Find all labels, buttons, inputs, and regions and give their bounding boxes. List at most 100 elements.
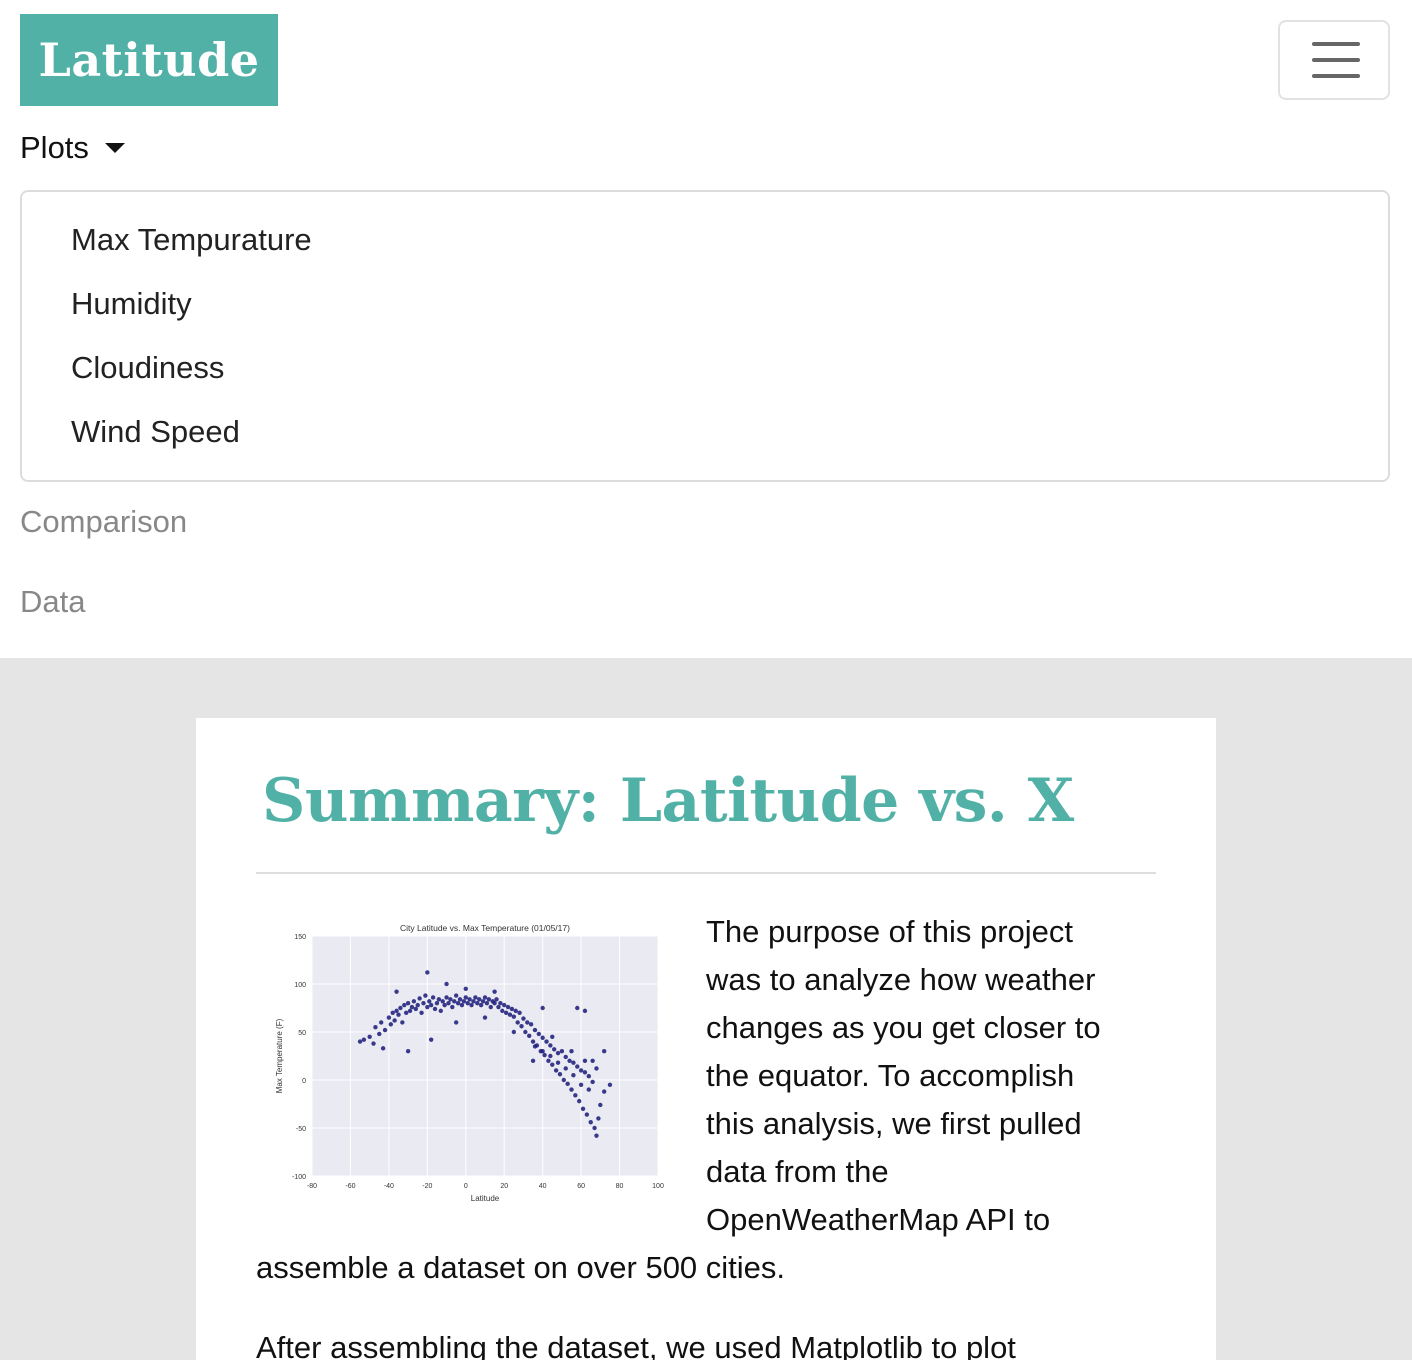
plots-dropdown-label: Plots	[20, 130, 89, 165]
data-point	[607, 1082, 613, 1087]
data-point	[565, 1081, 570, 1087]
y-tick-label: 150	[294, 934, 306, 941]
data-point	[586, 1087, 591, 1092]
data-point	[425, 970, 430, 975]
data-point	[550, 1034, 555, 1039]
data-point	[482, 995, 488, 1000]
data-point	[388, 1022, 394, 1027]
data-point	[513, 1008, 518, 1014]
data-point	[509, 1006, 515, 1012]
data-point	[555, 1060, 561, 1065]
data-point	[453, 993, 459, 998]
data-point	[517, 1010, 522, 1015]
data-point	[390, 1010, 395, 1015]
data-point	[492, 1001, 497, 1006]
hamburger-icon-bar	[1312, 74, 1360, 78]
data-point	[444, 995, 449, 1000]
data-point	[525, 1020, 530, 1025]
title-divider	[256, 872, 1156, 874]
x-tick-label: -20	[422, 1183, 432, 1190]
data-point	[573, 1093, 578, 1098]
summary-card: Summary: Latitude vs. X -80 -60 -40 -20 0 20 4…	[196, 718, 1216, 1360]
data-point	[402, 1002, 407, 1008]
data-point	[382, 1027, 388, 1033]
data-point	[528, 1022, 534, 1027]
data-point	[542, 1052, 547, 1058]
data-point	[463, 986, 468, 991]
data-point	[444, 981, 449, 987]
data-point	[594, 1066, 599, 1071]
data-point	[405, 1049, 411, 1054]
data-point	[398, 1005, 403, 1011]
data-point	[438, 1008, 443, 1014]
data-point	[488, 1004, 493, 1010]
x-tick-label: 100	[652, 1183, 664, 1190]
data-point	[478, 1002, 484, 1008]
data-point	[471, 999, 476, 1004]
dropdown-item-max-temperature[interactable]: Max Tempurature	[71, 222, 312, 257]
data-point	[502, 1002, 507, 1008]
data-point	[400, 1020, 405, 1025]
intro-line: changes as you get closer to	[706, 1010, 1101, 1045]
hamburger-icon	[1312, 42, 1360, 46]
data-point	[357, 1039, 363, 1044]
data-point	[407, 1008, 413, 1014]
dropdown-item-wind-speed[interactable]: Wind Speed	[71, 414, 240, 449]
data-point	[386, 1015, 392, 1020]
data-point	[425, 1004, 430, 1010]
dropdown-item-cloudiness[interactable]: Cloudiness	[71, 350, 225, 385]
data-point	[552, 1047, 557, 1052]
data-point	[448, 997, 453, 1002]
navbar: Latitude Plots Max Tempurature Humidity …	[0, 0, 1412, 658]
data-point	[586, 1073, 591, 1079]
data-point	[450, 1004, 455, 1010]
data-point	[498, 1001, 503, 1006]
data-point	[530, 1058, 536, 1063]
data-point	[594, 1133, 599, 1138]
brand-logo[interactable]: Latitude	[20, 14, 278, 106]
data-point	[473, 995, 478, 1000]
data-point	[436, 997, 442, 1002]
navbar-toggler-button[interactable]	[1278, 20, 1390, 100]
plots-dropdown-toggle[interactable]: Plots	[20, 126, 125, 170]
dropdown-item-humidity[interactable]: Humidity	[71, 286, 192, 321]
x-tick-label: 60	[577, 1183, 585, 1190]
plots-dropdown-menu: Max Tempurature Humidity Cloudiness Wind…	[20, 190, 1390, 482]
nav-link-data[interactable]: Data	[20, 584, 86, 619]
data-point	[527, 1033, 532, 1039]
data-point	[413, 1006, 418, 1012]
data-point	[428, 1037, 434, 1042]
data-point	[575, 1064, 580, 1069]
x-tick-label: -40	[384, 1183, 394, 1190]
data-point	[461, 999, 467, 1004]
data-point	[377, 1031, 382, 1037]
data-point	[590, 1079, 595, 1085]
data-point	[567, 1058, 572, 1063]
data-point	[563, 1054, 568, 1060]
data-point	[601, 1089, 607, 1094]
data-point	[427, 999, 432, 1004]
x-axis-label: Latitude	[471, 1194, 500, 1203]
data-point	[553, 1068, 559, 1073]
data-point	[459, 1002, 465, 1008]
data-point	[590, 1058, 595, 1063]
intro-line: The purpose of this project	[706, 914, 1074, 949]
data-point	[563, 1066, 568, 1071]
intro-line: the equator. To accomplish	[706, 1058, 1075, 1093]
nav-link-comparison[interactable]: Comparison	[20, 504, 188, 539]
data-point	[367, 1034, 372, 1039]
data-point	[546, 1058, 551, 1063]
data-point	[432, 1006, 438, 1012]
data-point	[457, 997, 463, 1002]
data-point	[465, 1001, 470, 1006]
data-point	[503, 1010, 509, 1015]
data-point	[584, 1112, 590, 1117]
data-point	[592, 1125, 597, 1131]
data-point	[409, 1004, 415, 1010]
x-tick-label: 0	[464, 1183, 468, 1190]
data-point	[453, 1020, 459, 1025]
data-point	[467, 997, 472, 1002]
data-point	[477, 997, 482, 1002]
data-point	[521, 1016, 526, 1021]
data-point	[540, 1049, 545, 1054]
